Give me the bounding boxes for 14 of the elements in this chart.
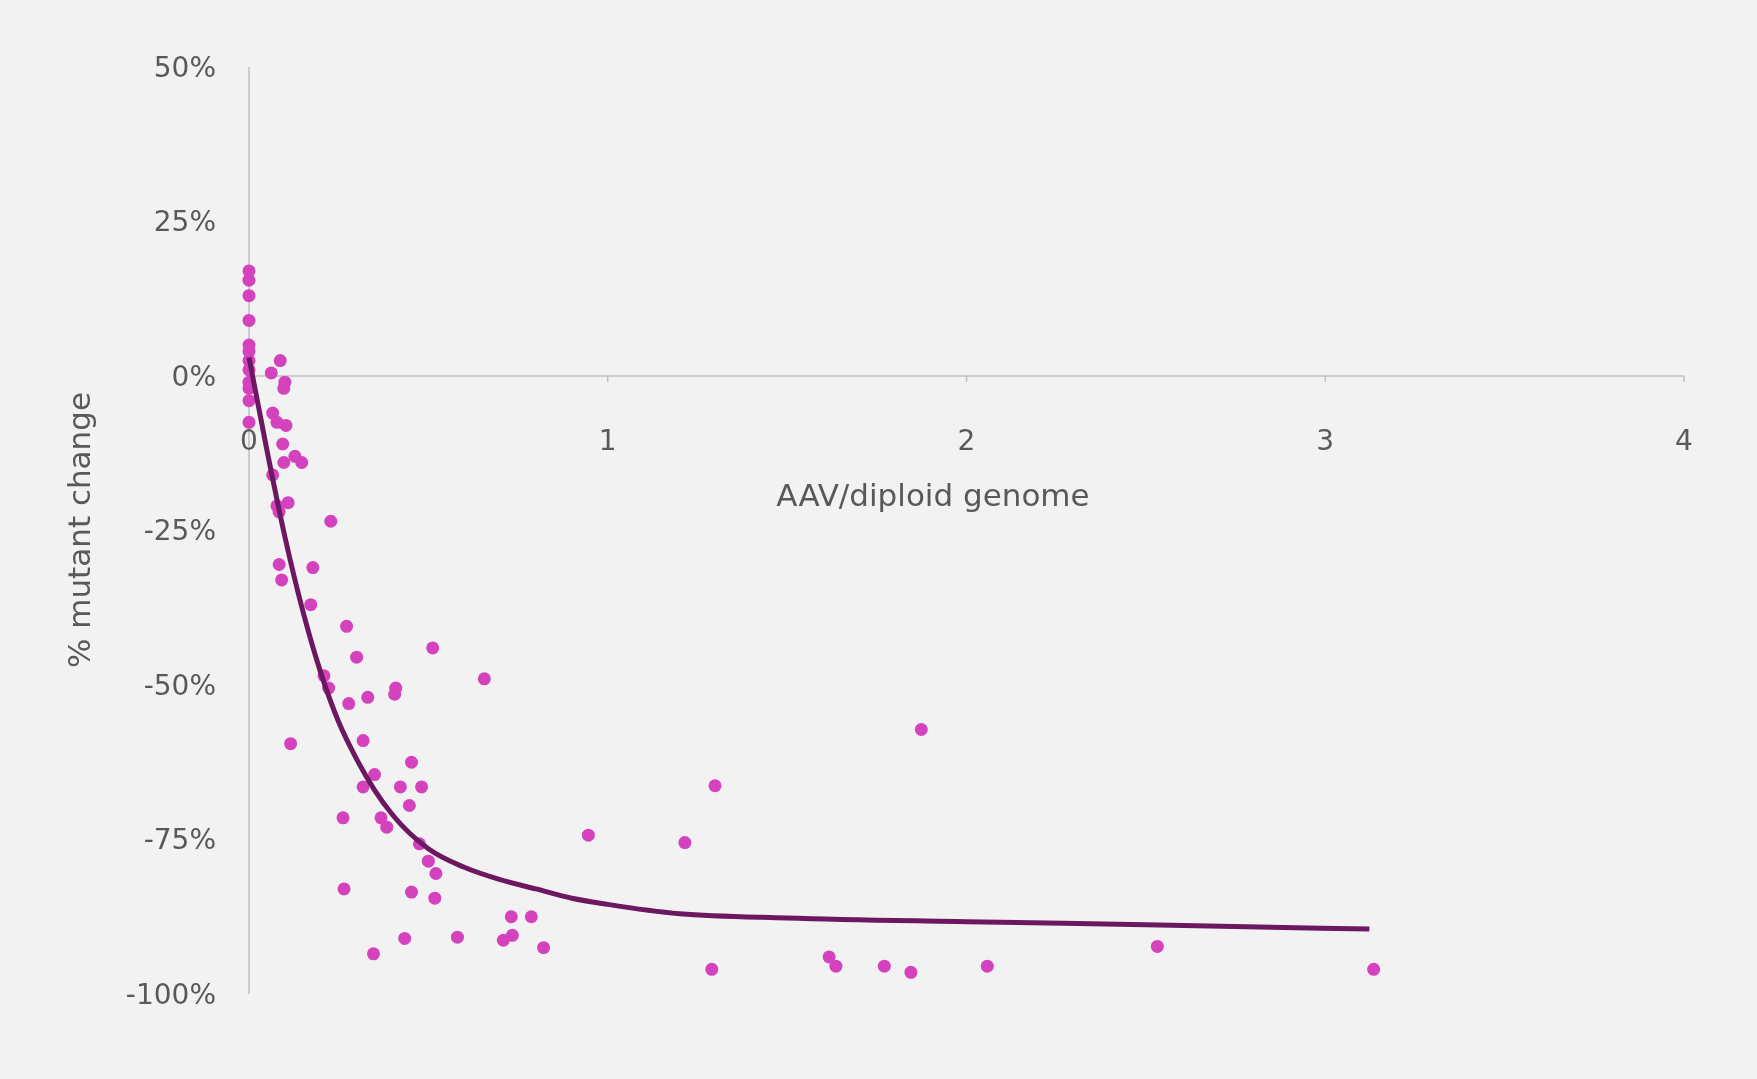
y-tick-label: -100%	[125, 977, 216, 1011]
y-tick-label: 0%	[171, 359, 216, 393]
x-tick-label: 1	[598, 424, 617, 457]
x-tick-label: 2	[957, 424, 976, 457]
y-tick-label: 25%	[153, 205, 216, 239]
y-axis-title: % mutant change	[61, 391, 97, 669]
x-tick-label: 4	[1675, 424, 1693, 457]
x-tick-label: 3	[1316, 424, 1335, 457]
y-tick-label: -25%	[143, 514, 216, 548]
y-tick-label: 50%	[153, 50, 216, 84]
x-axis-title: AAV/diploid genome	[776, 477, 1090, 513]
x-tick-label: 0	[240, 424, 258, 457]
y-tick-label: -75%	[143, 823, 216, 857]
y-tick-label: -50%	[143, 668, 216, 702]
